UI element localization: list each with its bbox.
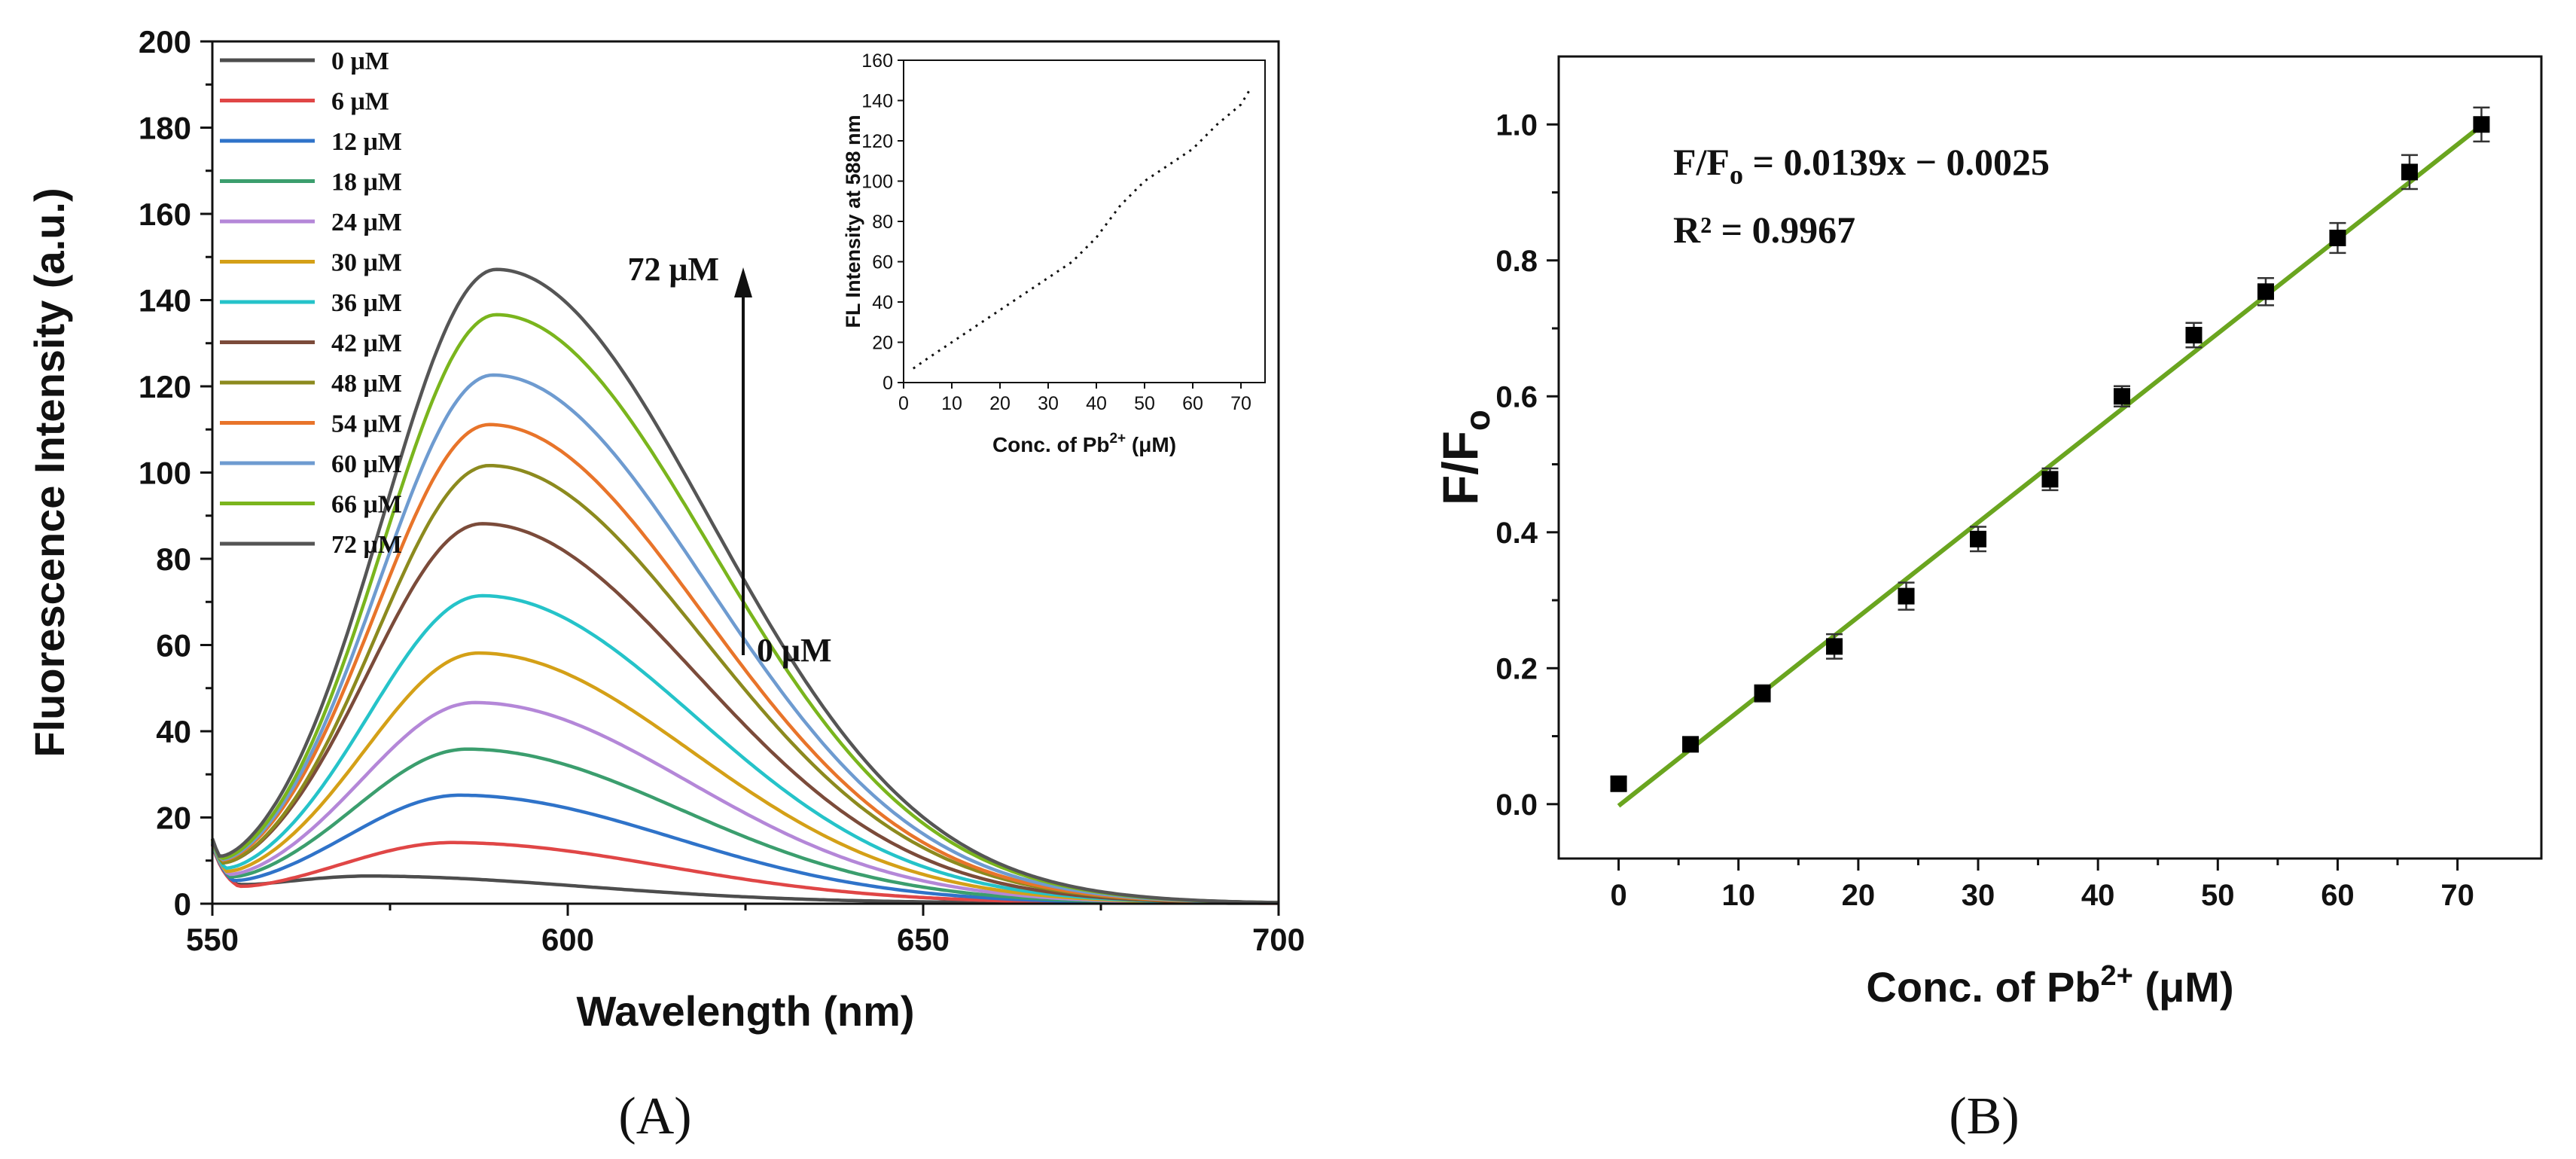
- inset-data-line: [912, 87, 1252, 370]
- data-point: [1970, 530, 1987, 547]
- b-y-tick-label: 0.4: [1495, 517, 1538, 550]
- inset-y-tick-label: 20: [872, 333, 893, 354]
- inset-x-tick-label: 70: [1230, 393, 1251, 414]
- legend-label-8: 48 μM: [331, 370, 402, 398]
- b-y-tick-label: 0.0: [1495, 788, 1538, 822]
- data-point: [2401, 163, 2418, 181]
- data-point: [1610, 775, 1627, 792]
- b-x-tick-label: 10: [1721, 879, 1755, 912]
- data-point: [1826, 638, 1843, 655]
- b-x-tick-label: 70: [2440, 879, 2474, 912]
- legend-label-12: 72 μM: [331, 531, 402, 559]
- data-point: [2041, 471, 2059, 488]
- r-squared: R² = 0.9967: [1673, 209, 1855, 251]
- inset-y-tick-label: 140: [861, 91, 893, 112]
- b-y-tick-label: 0.6: [1495, 380, 1538, 413]
- y-tick-label: 200: [139, 24, 191, 59]
- y-tick-label: 0: [174, 886, 191, 922]
- y-tick-label: 140: [139, 283, 191, 319]
- data-point: [2113, 388, 2130, 405]
- inset-x-tick-label: 60: [1182, 393, 1203, 414]
- panel-b-chart: 0.0 0.2 0.4 0.6 0.8 1.0 0 10 20 30 40 50 60 70 F/Fo = …: [1432, 55, 2543, 1011]
- legend-label-7: 42 μM: [331, 330, 402, 358]
- inset-x-tick-label: 20: [989, 393, 1011, 414]
- b-y-tick-label: 0.8: [1495, 245, 1538, 278]
- spectrum-line-2: [210, 793, 1279, 905]
- x-tick-label: 600: [541, 922, 594, 957]
- panel-a-inset-chart: 0 20 40 60 80 100 120 140 160 0 10 20 30 40 50 60 70 Conc…: [842, 50, 1266, 456]
- data-point: [1898, 587, 1915, 605]
- legend-label-0: 0 μM: [331, 47, 389, 75]
- arrow-top-label: 72 μM: [628, 251, 719, 288]
- increase-arrowhead: [734, 267, 752, 297]
- data-point: [2329, 229, 2346, 246]
- inset-x-tick-label: 30: [1038, 393, 1059, 414]
- fit-equation: F/Fo = 0.0139x − 0.0025: [1673, 141, 2050, 190]
- panel-b-label: (B): [1949, 1087, 2019, 1145]
- b-x-tick-label: 40: [2081, 879, 2115, 912]
- data-point: [2257, 283, 2274, 300]
- legend-label-10: 60 μM: [331, 450, 402, 478]
- y-tick-label: 40: [156, 714, 191, 749]
- b-x-tick-label: 20: [1842, 879, 1876, 912]
- y-tick-label: 20: [156, 801, 191, 836]
- inset-y-axis-title: FL Intensity at 588 nm: [842, 114, 864, 328]
- x-tick-label: 650: [897, 922, 950, 957]
- inset-x-tick-label: 50: [1134, 393, 1155, 414]
- data-point: [1682, 736, 1700, 753]
- arrow-bottom-label: 0 μM: [757, 632, 831, 669]
- spectrum-line-4: [210, 700, 1279, 905]
- inset-x-axis-title: Conc. of Pb2+ (μM): [992, 431, 1176, 456]
- y-tick-label: 80: [156, 541, 191, 577]
- x-tick-label: 700: [1252, 922, 1305, 957]
- legend-label-1: 6 μM: [331, 88, 389, 116]
- legend-label-5: 30 μM: [331, 249, 402, 277]
- data-point: [2185, 327, 2203, 344]
- y-axis-title: Fluorescence Intensity (a.u.): [26, 188, 73, 757]
- inset-x-tick-label: 10: [941, 393, 962, 414]
- b-x-tick-label: 30: [1962, 879, 1995, 912]
- legend-label-6: 36 μM: [331, 289, 402, 317]
- legend-label-9: 54 μM: [331, 410, 402, 438]
- legend-label-2: 12 μM: [331, 128, 402, 156]
- legend-label-4: 24 μM: [331, 209, 402, 236]
- data-point: [2473, 116, 2490, 133]
- data-point: [1754, 685, 1771, 702]
- inset-y-tick-label: 0: [883, 373, 893, 394]
- y-tick-label: 100: [139, 456, 191, 491]
- inset-y-tick-label: 160: [861, 50, 893, 72]
- b-y-axis-title: F/Fo: [1432, 410, 1497, 505]
- panel-a-label: (A): [618, 1087, 691, 1145]
- inset-y-tick-label: 60: [872, 252, 893, 273]
- inset-y-tick-label: 80: [872, 212, 893, 233]
- legend-label-3: 18 μM: [331, 169, 402, 197]
- inset-y-tick-label: 40: [872, 292, 893, 313]
- panel-b-frame: [1557, 55, 2543, 860]
- y-tick-label: 180: [139, 111, 191, 146]
- b-x-tick-label: 60: [2321, 879, 2355, 912]
- legend-label-11: 66 μM: [331, 491, 402, 519]
- b-x-tick-label: 50: [2201, 879, 2235, 912]
- inset-y-tick-label: 100: [861, 172, 893, 193]
- y-tick-label: 60: [156, 628, 191, 663]
- b-x-tick-label: 0: [1610, 879, 1626, 912]
- inset-x-tick-label: 40: [1086, 393, 1107, 414]
- y-tick-label: 160: [139, 197, 191, 232]
- x-axis-title: Wavelength (nm): [576, 987, 914, 1035]
- y-tick-label: 120: [139, 369, 191, 404]
- b-y-tick-label: 1.0: [1495, 108, 1538, 142]
- spectrum-line-12: [210, 267, 1279, 904]
- x-tick-label: 550: [186, 922, 239, 957]
- b-y-tick-label: 0.2: [1495, 652, 1538, 685]
- b-x-axis-title: Conc. of Pb2+ (μM): [1866, 960, 2233, 1011]
- inset-x-tick-label: 0: [898, 393, 909, 414]
- inset-y-tick-label: 120: [861, 131, 893, 152]
- inset-frame: [903, 59, 1266, 383]
